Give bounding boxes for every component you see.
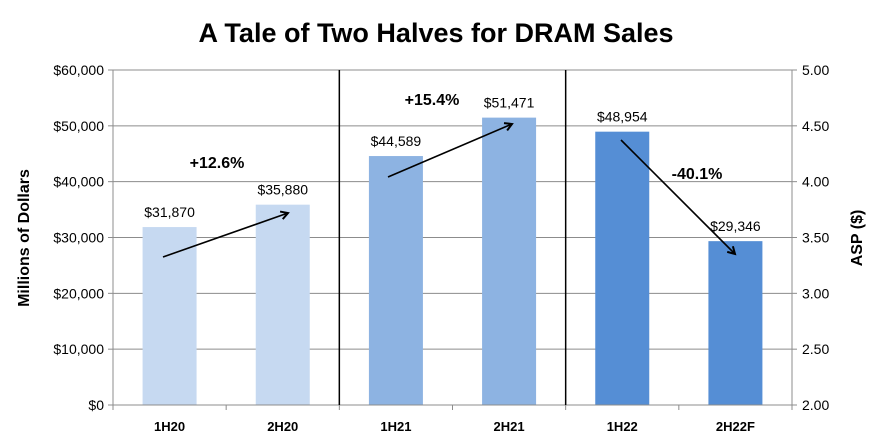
data-label: $44,589	[371, 133, 422, 149]
bar-2H20	[255, 204, 310, 405]
trend-arrow	[620, 139, 735, 254]
y-axis-label: Millions of Dollars	[16, 169, 33, 307]
bar-1H22	[595, 131, 650, 405]
y2-tick-label: 4.00	[802, 174, 829, 190]
y-tick-label: $50,000	[53, 118, 104, 134]
y2-tick-label: 2.00	[802, 397, 829, 413]
y-tick-label: $0	[88, 397, 104, 413]
data-label: $48,954	[597, 109, 648, 125]
growth-annotation: -40.1%	[672, 166, 723, 183]
trend-arrow	[387, 124, 512, 178]
chart-title: A Tale of Two Halves for DRAM Sales	[198, 18, 673, 48]
y-tick-label: $30,000	[53, 230, 104, 246]
y2-tick-label: 3.00	[802, 285, 829, 301]
x-tick-label: 1H21	[380, 419, 411, 434]
y-tick-label: $20,000	[53, 285, 104, 301]
growth-annotation: +12.6%	[190, 155, 245, 172]
data-label: $29,346	[710, 218, 761, 234]
x-tick-label: 1H20	[154, 419, 185, 434]
bar-1H20	[142, 227, 197, 405]
y2-tick-label: 5.00	[802, 62, 829, 78]
data-label: $51,471	[484, 95, 535, 111]
growth-annotation: +15.4%	[405, 92, 460, 109]
y2-tick-label: 3.50	[802, 230, 829, 246]
x-tick-label: 2H22F	[716, 419, 755, 434]
y2-tick-label: 2.50	[802, 341, 829, 357]
bar-2H22F	[708, 241, 763, 405]
x-tick-label: 1H22	[607, 419, 638, 434]
y-tick-label: $10,000	[53, 341, 104, 357]
bar-1H21	[368, 156, 423, 405]
data-label: $31,870	[144, 204, 195, 220]
y-tick-label: $40,000	[53, 174, 104, 190]
x-tick-label: 2H20	[267, 419, 298, 434]
y2-tick-label: 4.50	[802, 118, 829, 134]
trend-arrow	[162, 213, 288, 258]
bar-2H21	[482, 117, 537, 406]
data-label: $35,880	[257, 182, 308, 198]
y2-axis-label: ASP ($)	[849, 210, 866, 267]
y-tick-label: $60,000	[53, 62, 104, 78]
x-tick-label: 2H21	[494, 419, 525, 434]
